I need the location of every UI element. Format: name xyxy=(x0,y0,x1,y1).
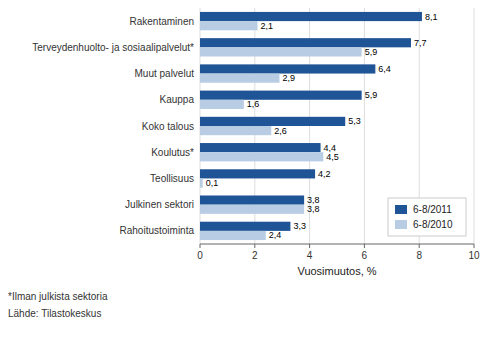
bar xyxy=(200,195,304,204)
bar xyxy=(200,126,271,135)
data-label: 4,5 xyxy=(326,152,339,162)
bar xyxy=(200,91,362,100)
legend: 6-8/2011 6-8/2010 xyxy=(388,198,466,236)
grid xyxy=(200,8,474,244)
bar xyxy=(200,100,244,109)
category-label: Julkinen sektori xyxy=(125,199,194,210)
bar xyxy=(200,152,323,161)
legend-label: 6-8/2011 xyxy=(413,204,452,215)
data-label: 3,3 xyxy=(293,221,306,231)
bar xyxy=(200,38,411,47)
bar xyxy=(200,205,304,214)
tick-label: 10 xyxy=(468,250,480,261)
category-label: Kauppa xyxy=(160,94,195,105)
legend-swatch xyxy=(395,205,407,214)
chart: 02468108,12,17,75,96,42,95,91,65,32,64,4… xyxy=(0,0,496,341)
data-label: 2,1 xyxy=(261,21,274,31)
tick-mark xyxy=(364,244,365,248)
category-label: Muut palvelut xyxy=(135,68,195,79)
bar xyxy=(200,74,279,83)
tick-label: 0 xyxy=(197,250,203,261)
data-label: 7,7 xyxy=(414,38,427,48)
tick-label: 6 xyxy=(362,250,368,261)
tick-mark xyxy=(474,244,475,248)
data-label: 0,1 xyxy=(206,178,219,188)
category-label: Terveydenhuolto- ja sosiaalipalvelut* xyxy=(32,42,194,53)
data-label: 4,2 xyxy=(318,169,331,179)
legend-box xyxy=(388,198,466,236)
data-label: 5,3 xyxy=(348,116,361,126)
category-label: Rakentaminen xyxy=(130,16,194,27)
legend-label: 6-8/2010 xyxy=(413,219,453,230)
bar xyxy=(200,231,266,240)
tick-label: 8 xyxy=(416,250,422,261)
data-label: 5,9 xyxy=(365,90,378,100)
tick-label: 2 xyxy=(252,250,258,261)
data-label: 2,6 xyxy=(274,126,287,136)
data-label: 3,8 xyxy=(307,204,320,214)
bar xyxy=(200,12,422,21)
x-axis-label: Vuosimuutos, % xyxy=(297,265,376,277)
data-label: 8,1 xyxy=(425,12,438,22)
grid-line xyxy=(474,8,475,244)
category-label: Koko talous xyxy=(142,121,194,132)
tick-label: 4 xyxy=(307,250,313,261)
category-label: Koulutus* xyxy=(151,147,194,158)
data-label: 1,6 xyxy=(247,99,260,109)
bar xyxy=(200,143,321,152)
bar xyxy=(200,178,203,187)
x-axis-line xyxy=(200,244,474,245)
data-labels: 8,12,17,75,96,42,95,91,65,32,64,44,54,20… xyxy=(206,12,438,241)
data-label: 5,9 xyxy=(365,47,378,57)
tick-mark xyxy=(254,244,255,248)
data-label: 2,4 xyxy=(269,230,282,240)
data-label: 6,4 xyxy=(378,64,391,74)
data-label: 2,9 xyxy=(282,73,295,83)
category-label: Rahoitustoiminta xyxy=(120,225,195,236)
bar xyxy=(200,117,345,126)
bar xyxy=(200,47,362,56)
footnote: *Ilman julkista sektoria xyxy=(8,291,108,302)
tick-mark xyxy=(200,244,201,248)
legend-swatch xyxy=(395,220,407,229)
tick-mark xyxy=(419,244,420,248)
category-label: Teollisuus xyxy=(150,173,194,184)
tick-mark xyxy=(309,244,310,248)
footnote: Lähde: Tilastokeskus xyxy=(8,308,101,319)
bar xyxy=(200,21,258,30)
